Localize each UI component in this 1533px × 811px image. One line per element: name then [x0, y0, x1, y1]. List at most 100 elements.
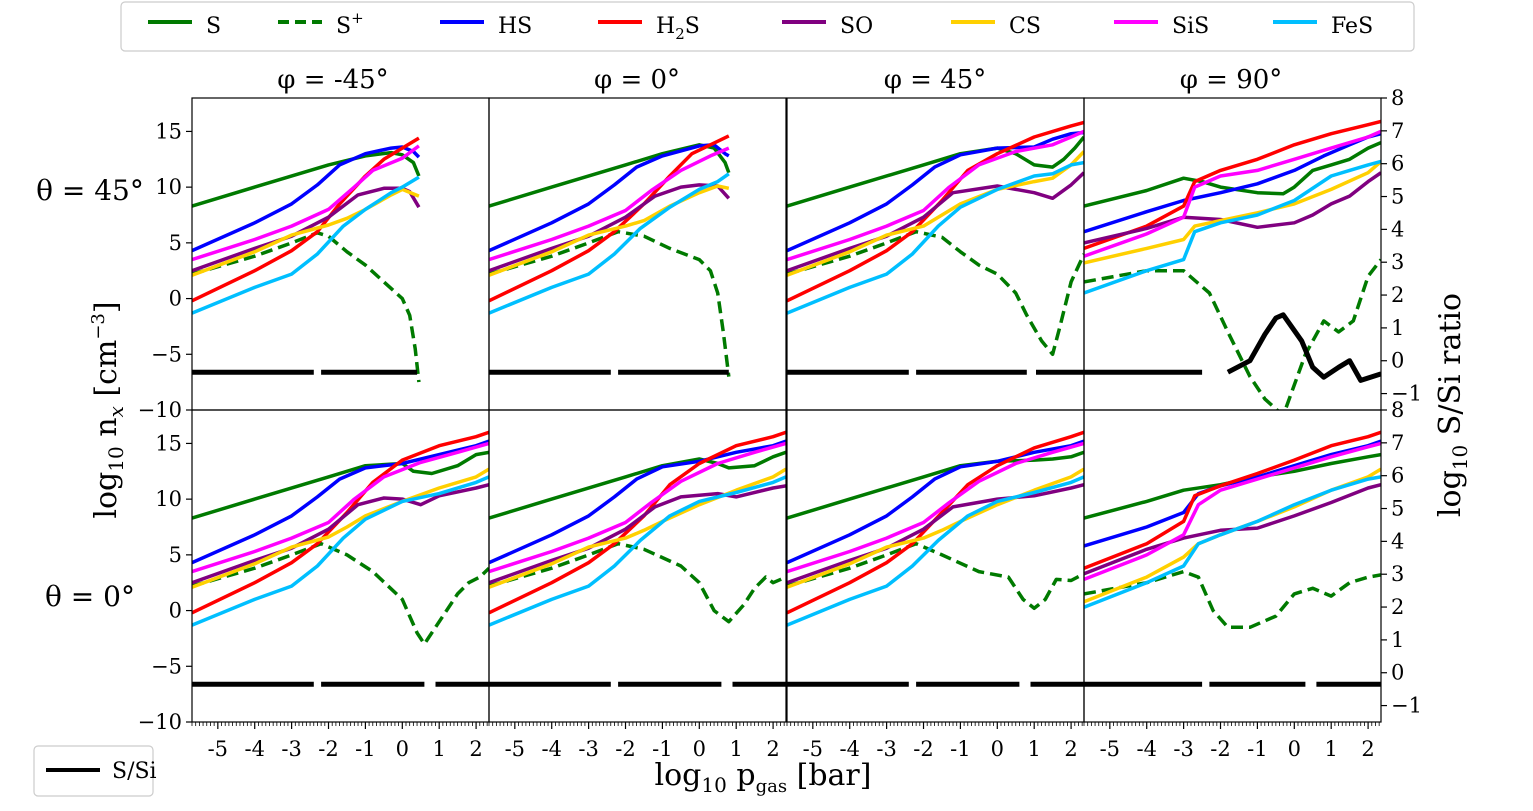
series-s-plus — [1084, 258, 1381, 410]
legend-ratio-label: S/Si — [112, 759, 157, 784]
x-tick-label: -3 — [1173, 737, 1193, 761]
x-tick-label: -4 — [839, 737, 859, 761]
y2-tick-label: −1 — [1391, 382, 1422, 406]
series-sis — [192, 144, 420, 262]
series-so — [192, 483, 489, 585]
y2-tick-label: 8 — [1391, 398, 1404, 422]
series-hs — [192, 439, 489, 565]
x-tick-label: 0 — [693, 737, 706, 761]
series-hs — [787, 130, 1084, 253]
y2-axis-label: log10 S/Si ratio — [1433, 293, 1472, 517]
panel-2-3: -5 -4 -3 -2 -1 0 1 2 — [786, 409, 1085, 761]
x-tick-label: -3 — [876, 737, 896, 761]
y-tick-label: −10 — [138, 398, 182, 422]
series-s-plus — [192, 231, 421, 383]
series-fes — [489, 172, 730, 315]
x-tick-label: 1 — [730, 737, 743, 761]
series-cs — [787, 150, 1084, 277]
x-axis-label: log10 pgas [bar] — [655, 758, 872, 797]
series-fes — [1084, 159, 1381, 295]
y2-tick-label: −1 — [1391, 694, 1422, 718]
y-tick-label: 10 — [155, 175, 182, 199]
legend-item-2: HS — [440, 14, 532, 39]
legend-item-3: H2S — [598, 14, 700, 43]
series-sis — [489, 146, 730, 262]
y2-tick-label: 1 — [1391, 316, 1404, 340]
legend-label: HS — [498, 14, 532, 39]
series-cs — [192, 467, 489, 589]
x-tick-label: -3 — [281, 737, 301, 761]
y-tick-label: −10 — [138, 710, 182, 734]
x-tick-label: -2 — [615, 737, 635, 761]
y2-tick-label: 1 — [1391, 628, 1404, 652]
y2-tick-label: 5 — [1391, 497, 1404, 521]
x-tick-label: -2 — [318, 737, 338, 761]
x-tick-label: -4 — [541, 737, 561, 761]
panel-1-4: −1 0 1 2 3 4 5 6 7 8 — [1083, 86, 1422, 411]
series-s-plus — [489, 541, 786, 624]
series-hs — [192, 145, 421, 253]
x-tick-label: -2 — [1210, 737, 1230, 761]
series-h2s — [192, 136, 420, 303]
y-axis-label: log10 nx [cm−3] — [88, 301, 128, 518]
y-tick-label: 15 — [155, 119, 182, 143]
series-h2s — [1084, 430, 1381, 570]
legend-item-7: FeS — [1273, 14, 1373, 39]
legend-label: S — [206, 14, 221, 39]
y2-tick-label: 3 — [1391, 250, 1404, 274]
x-tick-label: 0 — [991, 737, 1004, 761]
series-hs — [489, 143, 730, 253]
y2-tick-label: 0 — [1391, 349, 1404, 373]
y2-tick-label: 7 — [1391, 119, 1404, 143]
series-h2s — [192, 430, 489, 615]
x-tick-label: 1 — [433, 737, 446, 761]
series-s-plus — [489, 229, 731, 377]
x-tick-label: -1 — [1247, 737, 1267, 761]
series-cs — [1084, 160, 1381, 265]
x-tick-label: 1 — [1028, 737, 1041, 761]
y-tick-label: 15 — [155, 431, 182, 455]
y2-tick-label: 0 — [1391, 661, 1404, 685]
x-tick-label: -1 — [652, 737, 672, 761]
series-cs — [489, 184, 730, 277]
series-s — [1084, 140, 1381, 208]
col-title-2: φ = 0° — [594, 65, 680, 95]
y2-tick-label: 6 — [1391, 152, 1404, 176]
series-sis — [489, 441, 786, 574]
series-so — [1084, 171, 1381, 245]
series-sis — [1084, 441, 1381, 582]
series-fes — [489, 475, 786, 627]
y2-tick-label: 3 — [1391, 562, 1404, 586]
series-s-plus — [192, 541, 489, 646]
row-title-top: θ = 45° — [36, 174, 144, 207]
x-tick-label: -4 — [1136, 737, 1156, 761]
y2-tick-label: 4 — [1391, 217, 1404, 241]
y2-tick-label: 8 — [1391, 86, 1404, 110]
panel-1-1: −10 −5 0 5 10 15 — [138, 97, 490, 422]
panel-1-3 — [786, 97, 1085, 411]
series-fes — [787, 475, 1084, 627]
series-s-si-ratio — [1226, 312, 1381, 383]
series-h2s — [489, 430, 786, 615]
legend-item-4: SO — [782, 14, 873, 39]
axes-frame — [488, 409, 787, 723]
legend-label: SiS — [1172, 14, 1209, 39]
y-tick-label: −5 — [151, 654, 182, 678]
col-title-1: φ = -45° — [277, 65, 388, 95]
x-tick-label: 2 — [469, 737, 482, 761]
legend-frame — [120, 1, 1415, 52]
x-tick-label: -5 — [208, 737, 228, 761]
y2-tick-label: 2 — [1391, 283, 1404, 307]
x-tick-label: 0 — [1288, 737, 1301, 761]
x-tick-label: -4 — [244, 737, 264, 761]
series-fes — [1084, 475, 1381, 609]
legend-top: S S+ HS H2S SO CS SiS FeS — [120, 1, 1415, 52]
y-tick-label: 0 — [169, 287, 182, 311]
legend-item-6: SiS — [1114, 14, 1209, 39]
y2-tick-label: 2 — [1391, 595, 1404, 619]
x-tick-label: -5 — [803, 737, 823, 761]
series-fes — [787, 160, 1084, 315]
series-hs — [787, 439, 1084, 565]
series-sis — [787, 441, 1084, 574]
